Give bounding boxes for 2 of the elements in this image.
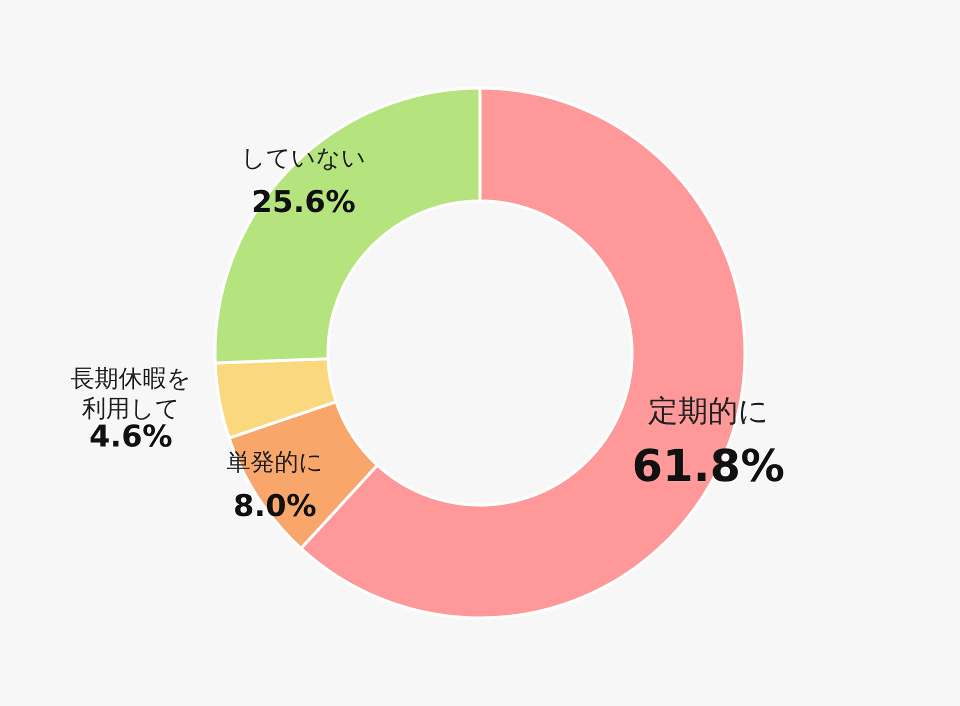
data-label: 61.8%: [632, 440, 785, 492]
slice-label: 定期的に: [648, 394, 769, 429]
